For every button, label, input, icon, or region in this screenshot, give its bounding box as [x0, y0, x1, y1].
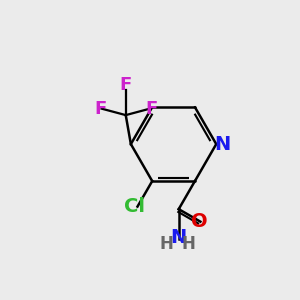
Text: F: F	[94, 100, 106, 118]
Text: H: H	[181, 235, 195, 253]
Text: Cl: Cl	[124, 197, 145, 216]
Text: N: N	[171, 228, 187, 247]
Text: F: F	[120, 76, 132, 94]
Text: O: O	[190, 212, 207, 231]
Text: H: H	[159, 235, 173, 253]
Text: N: N	[214, 135, 231, 154]
Text: F: F	[145, 100, 158, 118]
